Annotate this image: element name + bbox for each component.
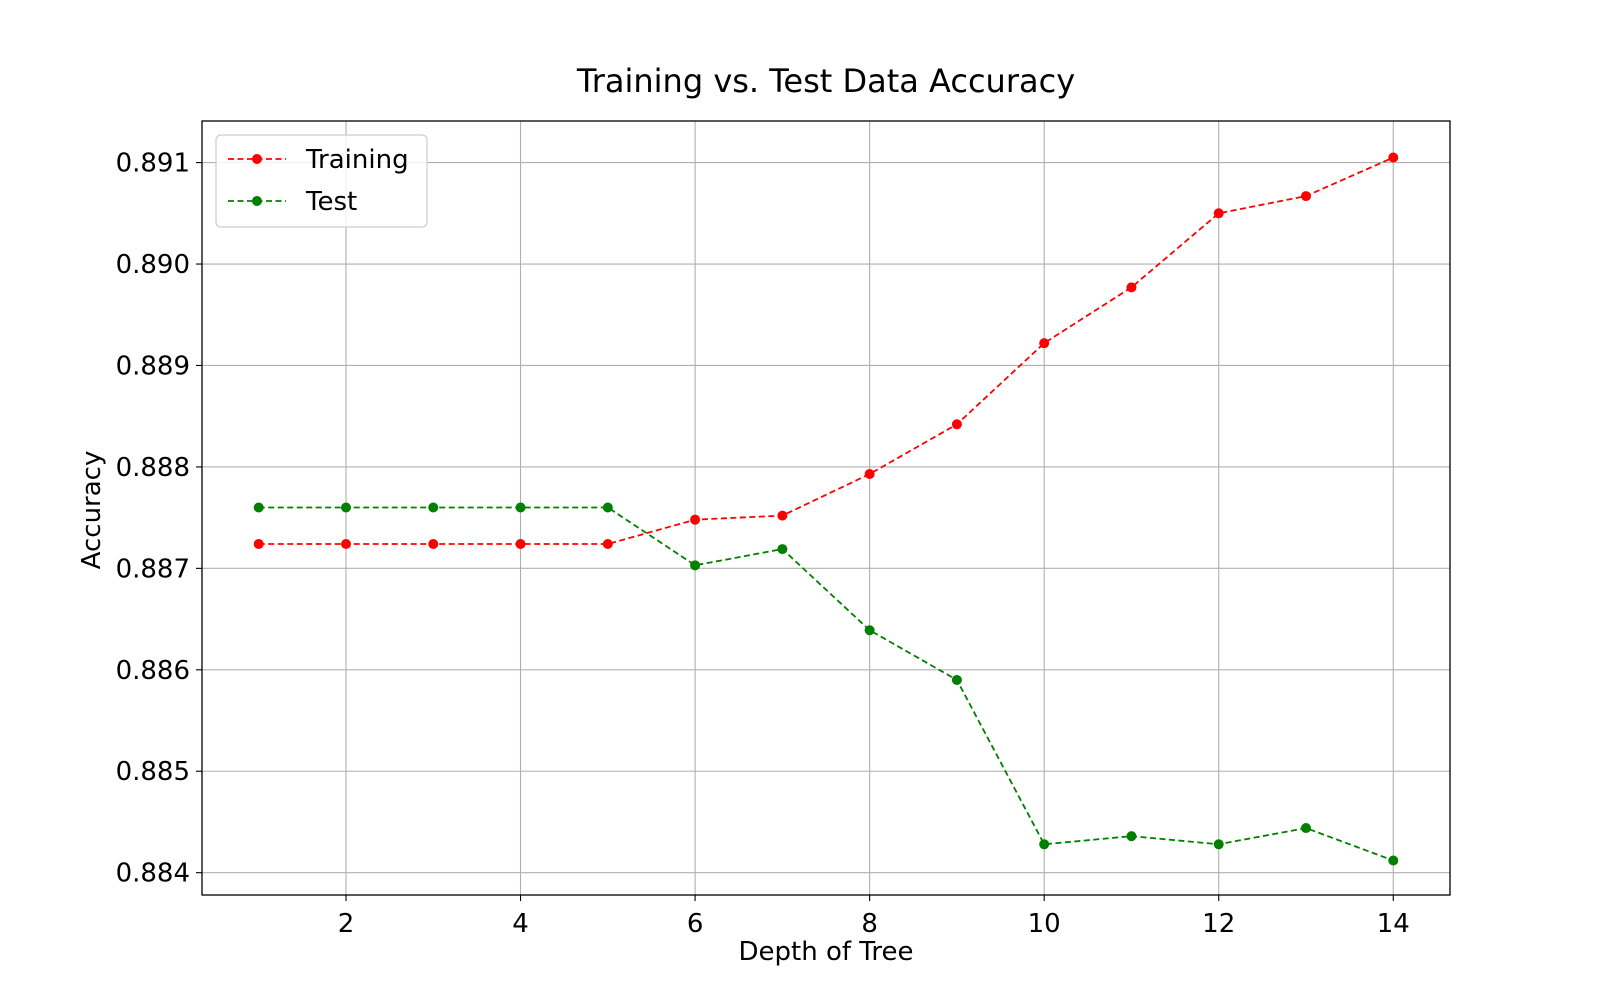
training-point [1039, 338, 1050, 349]
grid [202, 121, 1450, 895]
test-point [1301, 823, 1311, 834]
legend: Training Test [215, 134, 428, 228]
x-tick-label: 12 [1202, 909, 1235, 939]
test-series [253, 502, 1399, 866]
y-tick-label: 0.884 [116, 859, 190, 889]
y-tick-label: 0.889 [116, 351, 190, 381]
test-point [602, 502, 613, 513]
test-line [258, 506, 1394, 862]
x-axis-label: Depth of Tree [739, 937, 914, 967]
test-point [515, 502, 526, 513]
training-point [777, 510, 788, 521]
y-tick-label: 0.887 [116, 554, 190, 584]
test-point [1039, 839, 1050, 850]
y-tick-label: 0.890 [116, 250, 190, 280]
test-legend-label: Test [305, 187, 357, 217]
training-point [1126, 282, 1137, 293]
y-tick-label: 0.888 [116, 453, 190, 483]
chart-title: Training vs. Test Data Accuracy [576, 62, 1075, 100]
test-point [777, 544, 788, 555]
test-legend-marker [252, 196, 262, 206]
training-point [253, 539, 264, 550]
test-point [951, 674, 962, 685]
test-point [1213, 839, 1224, 850]
plot-area-frame [201, 120, 1451, 896]
y-axis-label: Accuracy [77, 451, 107, 570]
test-point [253, 502, 264, 513]
y-tick-label: 0.886 [116, 656, 190, 686]
x-tick-label: 2 [338, 909, 355, 939]
training-point [1388, 152, 1399, 163]
training-line [258, 156, 1394, 545]
training-point [864, 469, 875, 480]
training-series [253, 152, 1399, 550]
x-tick-label: 10 [1028, 909, 1061, 939]
x-tick-label: 6 [687, 909, 704, 939]
training-point [1213, 208, 1224, 219]
x-tick-label: 8 [861, 909, 878, 939]
training-point [428, 539, 439, 550]
y-tick-label: 0.891 [116, 149, 190, 179]
training-point [951, 419, 962, 430]
training-point [690, 514, 701, 525]
training-point [602, 539, 613, 550]
training-legend-label: Training [305, 145, 409, 175]
test-point [341, 502, 351, 513]
training-point [515, 539, 526, 550]
x-tick-label: 4 [512, 909, 529, 939]
test-point [428, 502, 439, 513]
test-point [690, 560, 701, 571]
series-group [253, 152, 1399, 866]
test-point [1388, 855, 1399, 866]
test-point [1126, 831, 1137, 842]
training-legend-marker [252, 154, 262, 164]
axis-ticks: 2 4 6 8 10 12 14 0.884 0.885 0.886 0.887 0.888 0.889… [116, 149, 1410, 939]
test-point [864, 625, 875, 636]
legend-box [215, 134, 428, 228]
training-point [341, 539, 351, 550]
training-point [1301, 191, 1311, 202]
x-tick-label: 14 [1377, 909, 1410, 939]
y-tick-label: 0.885 [116, 757, 190, 787]
